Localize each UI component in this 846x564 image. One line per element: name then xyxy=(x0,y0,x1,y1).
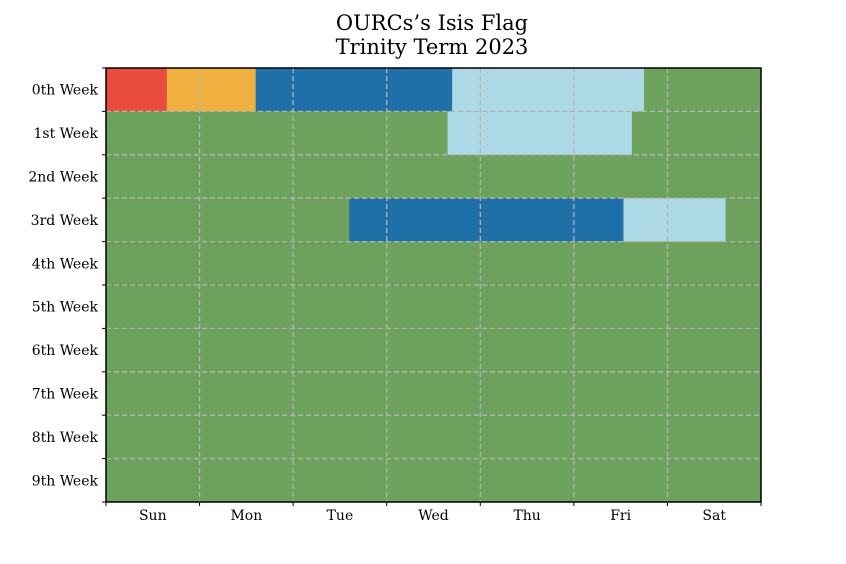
week-segments-layer xyxy=(106,68,726,242)
segment-week0-1 xyxy=(166,68,256,112)
x-tick-label-thu: Thu xyxy=(513,508,540,524)
segment-week3-5 xyxy=(349,198,624,242)
ticks-layer: Sun Mon Tue Wed Thu Fri Sat 0th Week 1st Week 2nd… xyxy=(28,67,762,524)
x-tick-label-sun: Sun xyxy=(139,508,167,524)
y-tick-label-week-9: 9th Week xyxy=(32,473,99,489)
x-tick-label-wed: Wed xyxy=(418,508,449,524)
y-tick-label-week-3: 3rd Week xyxy=(31,213,99,229)
y-tick-label-week-5: 5th Week xyxy=(32,300,99,316)
y-tick-label-week-2: 2nd Week xyxy=(28,170,98,186)
x-tick-label-fri: Fri xyxy=(610,508,631,524)
segment-week0-3 xyxy=(452,68,645,112)
segment-week1-4 xyxy=(447,111,632,155)
segment-week0-2 xyxy=(255,68,453,112)
y-tick-label-week-0: 0th Week xyxy=(32,83,99,99)
y-tick-label-week-6: 6th Week xyxy=(32,343,99,359)
x-tick-label-tue: Tue xyxy=(327,508,354,524)
y-tick-label-week-1: 1st Week xyxy=(34,126,99,142)
segment-week3-6 xyxy=(623,198,726,242)
chart-title: OURCs’s Isis Flag xyxy=(336,11,528,35)
y-tick-label-week-4: 4th Week xyxy=(32,256,99,272)
segment-week0-0 xyxy=(106,68,167,112)
x-tick-label-mon: Mon xyxy=(230,508,262,524)
chart-subtitle: Trinity Term 2023 xyxy=(336,35,529,59)
y-tick-label-week-7: 7th Week xyxy=(32,387,99,403)
plot-frame xyxy=(105,67,762,503)
y-tick-label-week-8: 8th Week xyxy=(32,430,99,446)
grid-layer xyxy=(106,68,761,502)
x-tick-label-sat: Sat xyxy=(702,508,726,524)
